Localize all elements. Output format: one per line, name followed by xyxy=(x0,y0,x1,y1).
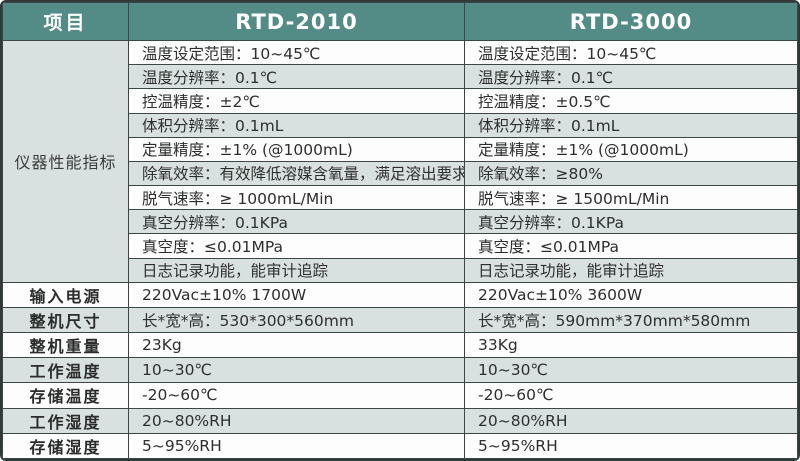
perf-group-cell: 仪器性能指标 xyxy=(2,40,129,283)
spec-value-rtd3000: 5~95%RH xyxy=(464,432,798,459)
table-row: 整机尺寸 长*宽*高：530*300*560mm 长*宽*高：590mm*370mm… xyxy=(2,306,798,334)
perf-value-rtd2010: 日志记录功能，能审计追踪 xyxy=(128,257,465,283)
perf-value-rtd3000: 脱气速率：≥ 1500mL/Min xyxy=(464,185,798,211)
spec-label-cell: 整机尺寸 xyxy=(2,306,129,334)
perf-value-rtd3000: 日志记录功能，能审计追踪 xyxy=(464,257,798,283)
header-rtd2010: RTD-2010 xyxy=(128,2,465,41)
perf-value-rtd3000: 定量精度：±1% (@1000mL) xyxy=(464,136,798,162)
table-row: 输入电源 220Vac±10% 1700W 220Vac±10% 3600W xyxy=(2,281,798,308)
spec-label-cell: 整机重量 xyxy=(2,332,129,359)
table-row: 真空分辨率：0.1KPa 真空分辨率：0.1KPa xyxy=(2,209,798,235)
spec-value-rtd2010: -20~60℃ xyxy=(128,382,465,409)
table-row: 温度分辨率：0.1℃ 温度分辨率：0.1℃ xyxy=(2,64,798,90)
spec-value-rtd3000: 10~30℃ xyxy=(464,357,798,384)
spec-value-rtd2010: 220Vac±10% 1700W xyxy=(128,281,465,308)
header-row: 项目 RTD-2010 RTD-3000 xyxy=(2,2,798,41)
table-row: 工作温度 10~30℃ 10~30℃ xyxy=(2,357,798,384)
spec-value-rtd3000: -20~60℃ xyxy=(464,382,798,409)
spec-value-rtd3000: 33Kg xyxy=(464,332,798,359)
table-row: 体积分辨率：0.1mL 体积分辨率：0.1mL xyxy=(2,112,798,138)
table-row: 工作湿度 20~80%RH 20~80%RH xyxy=(2,407,798,434)
table-row: 仪器性能指标 温度设定范围：10~45℃ 温度设定范围：10~45℃ xyxy=(2,39,798,283)
header-item: 项目 xyxy=(2,2,129,41)
spec-value-rtd3000: 220Vac±10% 3600W xyxy=(464,281,798,308)
perf-value-rtd2010: 真空度：≤0.01MPa xyxy=(128,233,465,259)
table-row: 存储温度 -20~60℃ -20~60℃ xyxy=(2,382,798,409)
perf-value-rtd2010: 定量精度：±1% (@1000mL) xyxy=(128,136,465,162)
perf-value-rtd3000: 体积分辨率：0.1mL xyxy=(464,112,798,138)
table-row: 脱气速率：≥ 1000mL/Min 脱气速率：≥ 1500mL/Min xyxy=(2,185,798,211)
header-rtd3000: RTD-3000 xyxy=(464,2,798,41)
perf-value-rtd2010: 真空分辨率：0.1KPa xyxy=(128,209,465,235)
spec-value-rtd2010: 10~30℃ xyxy=(128,357,465,384)
spec-value-rtd2010: 20~80%RH xyxy=(128,407,465,434)
perf-value-rtd3000: 温度设定范围：10~45℃ xyxy=(464,39,798,66)
spec-value-rtd3000: 20~80%RH xyxy=(464,407,798,434)
table-row: 真空度：≤0.01MPa 真空度：≤0.01MPa xyxy=(2,233,798,259)
table-row: 除氧效率：有效降低溶媒含氧量，满足溶出要求 除氧效率：≥80% xyxy=(2,160,798,187)
perf-value-rtd2010: 控温精度：±2℃ xyxy=(128,88,465,114)
perf-value-rtd2010: 温度设定范围：10~45℃ xyxy=(128,39,465,66)
spec-label-cell: 输入电源 xyxy=(2,281,129,308)
spec-value-rtd2010: 长*宽*高：530*300*560mm xyxy=(128,306,465,334)
perf-value-rtd3000: 温度分辨率：0.1℃ xyxy=(464,64,798,90)
table-row: 日志记录功能，能审计追踪 日志记录功能，能审计追踪 xyxy=(2,257,798,283)
table-row: 定量精度：±1% (@1000mL) 定量精度：±1% (@1000mL) xyxy=(2,136,798,162)
perf-value-rtd2010: 除氧效率：有效降低溶媒含氧量，满足溶出要求 xyxy=(128,160,465,187)
table-row: 存储湿度 5~95%RH 5~95%RH xyxy=(2,432,798,459)
spec-label-cell: 存储湿度 xyxy=(2,432,129,459)
perf-value-rtd2010: 脱气速率：≥ 1000mL/Min xyxy=(128,185,465,211)
spec-value-rtd2010: 5~95%RH xyxy=(128,432,465,459)
table-row: 整机重量 23Kg 33Kg xyxy=(2,332,798,359)
perf-value-rtd3000: 控温精度：±0.5℃ xyxy=(464,88,798,114)
perf-value-rtd2010: 体积分辨率：0.1mL xyxy=(128,112,465,138)
spec-table-body: 仪器性能指标 温度设定范围：10~45℃ 温度设定范围：10~45℃ 温度分辨率：0.… xyxy=(2,39,798,459)
spec-value-rtd2010: 23Kg xyxy=(128,332,465,359)
table-row: 控温精度：±2℃ 控温精度：±0.5℃ xyxy=(2,88,798,114)
spec-label-cell: 存储温度 xyxy=(2,382,129,409)
spec-label-cell: 工作湿度 xyxy=(2,407,129,434)
perf-value-rtd3000: 真空度：≤0.01MPa xyxy=(464,233,798,259)
perf-value-rtd3000: 真空分辨率：0.1KPa xyxy=(464,209,798,235)
perf-value-rtd3000: 除氧效率：≥80% xyxy=(464,160,798,187)
perf-value-rtd2010: 温度分辨率：0.1℃ xyxy=(128,64,465,90)
spec-label-cell: 工作温度 xyxy=(2,357,129,384)
spec-value-rtd3000: 长*宽*高：590mm*370mm*580mm xyxy=(464,306,798,334)
